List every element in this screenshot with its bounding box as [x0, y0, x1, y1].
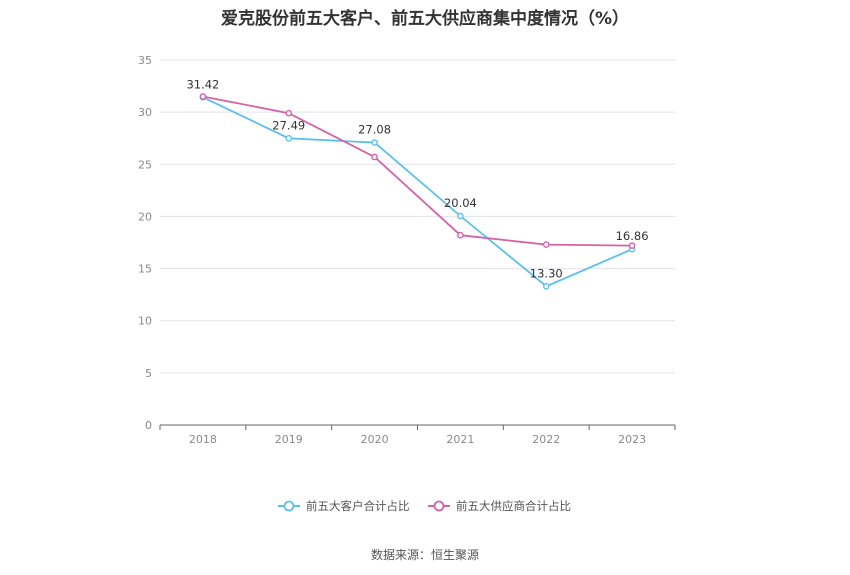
- series-line-2: [202, 95, 633, 247]
- legend-label: 前五大供应商合计占比: [456, 499, 571, 513]
- x-tick-label: 2022: [532, 433, 560, 446]
- data-point: [457, 231, 464, 239]
- data-label: 13.30: [530, 266, 563, 280]
- grid-lines: [160, 59, 675, 374]
- series-group: 31.42 27.49 27.08 20.04 13.30 16.86: [186, 77, 649, 290]
- y-tick-label: 0: [145, 419, 152, 432]
- y-axis: 0 5 10 15 20 25 30 35: [138, 54, 152, 432]
- data-source-note: 数据来源：恒生聚源: [370, 548, 479, 562]
- y-tick-label: 35: [138, 54, 152, 67]
- y-tick-label: 20: [138, 210, 152, 223]
- data-label: 27.08: [358, 123, 391, 137]
- y-tick-label: 30: [138, 106, 152, 119]
- legend[interactable]: 前五大客户合计占比 前五大供应商合计占比: [278, 499, 571, 513]
- x-tick-label: 2021: [446, 433, 474, 446]
- legend-swatch-marker: [433, 500, 445, 512]
- data-point: [542, 282, 550, 290]
- x-tick-label: 2019: [275, 433, 303, 446]
- y-tick-label: 10: [138, 315, 152, 328]
- y-tick-label: 5: [145, 367, 152, 380]
- chart-title: 爱克股份前五大客户、前五大供应商集中度情况（%）: [220, 9, 630, 29]
- x-tick-label: 2018: [189, 433, 217, 446]
- data-label: 31.42: [186, 77, 219, 91]
- data-point: [285, 135, 293, 142]
- data-point: [371, 139, 378, 146]
- y-tick-label: 15: [138, 263, 152, 276]
- y-tick-label: 25: [138, 158, 152, 171]
- data-point: [199, 93, 207, 100]
- data-label: 16.86: [616, 229, 649, 243]
- x-tick-label: 2020: [361, 433, 389, 446]
- data-point: [285, 109, 293, 117]
- legend-item-2[interactable]: 前五大供应商合计占比: [428, 499, 571, 513]
- series-line-1: [202, 96, 633, 288]
- data-point: [542, 241, 550, 248]
- legend-label: 前五大客户合计占比: [306, 499, 410, 513]
- x-tick-label: 2023: [618, 433, 646, 446]
- data-label: 27.49: [272, 118, 305, 132]
- x-axis: 2018 2019 2020 2021 2022 2023: [159, 424, 676, 446]
- data-label: 20.04: [444, 196, 477, 210]
- data-point: [628, 242, 636, 249]
- legend-swatch-marker: [283, 500, 295, 512]
- data-point: [371, 153, 378, 161]
- data-point: [457, 212, 464, 220]
- legend-item-1[interactable]: 前五大客户合计占比: [278, 499, 410, 513]
